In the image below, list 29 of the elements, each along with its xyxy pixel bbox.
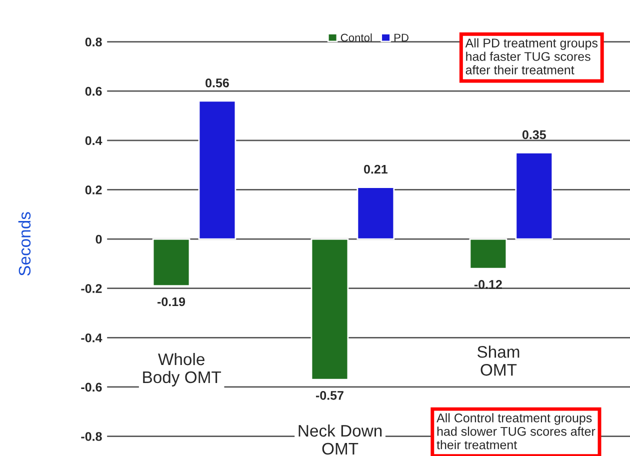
bar [469, 238, 508, 270]
legend-label: PD [394, 34, 408, 42]
y-tick-label: 0.2 [85, 186, 102, 194]
annotation: All PD treatment groups had faster TUG scores after their treatment [465, 38, 598, 74]
bar [515, 152, 554, 240]
bar [310, 238, 349, 380]
x-tick-label: Whole Body OMT [143, 352, 222, 386]
y-tick-label: 0.8 [85, 38, 102, 46]
data-label: 0.35 [522, 130, 546, 140]
x-tick-label: Neck Down OMT [298, 424, 382, 455]
data-label: -0.19 [158, 297, 186, 306]
data-label: 0.56 [206, 78, 229, 88]
x-tick-label: Sham OMT [477, 346, 520, 376]
bar [356, 186, 395, 240]
bar [152, 238, 190, 287]
data-label: -0.12 [474, 280, 502, 289]
y-tick-label: -0.6 [81, 382, 102, 392]
y-tick-label: -0.8 [81, 432, 102, 441]
data-label: -0.57 [316, 391, 344, 400]
y-axis-title: Seconds [18, 212, 31, 276]
y-tick-label: -0.2 [81, 284, 102, 293]
y-tick-label: 0 [96, 234, 102, 244]
y-tick-label: 0.6 [85, 86, 102, 96]
bar [198, 100, 236, 240]
legend-label: Contol [340, 33, 372, 42]
annotation: All Control treatment groups had slower TUG scores after their treatment [436, 413, 596, 450]
y-tick-label: -0.4 [81, 333, 102, 342]
y-tick-label: 0.4 [85, 136, 102, 146]
data-label: 0.21 [364, 164, 388, 174]
